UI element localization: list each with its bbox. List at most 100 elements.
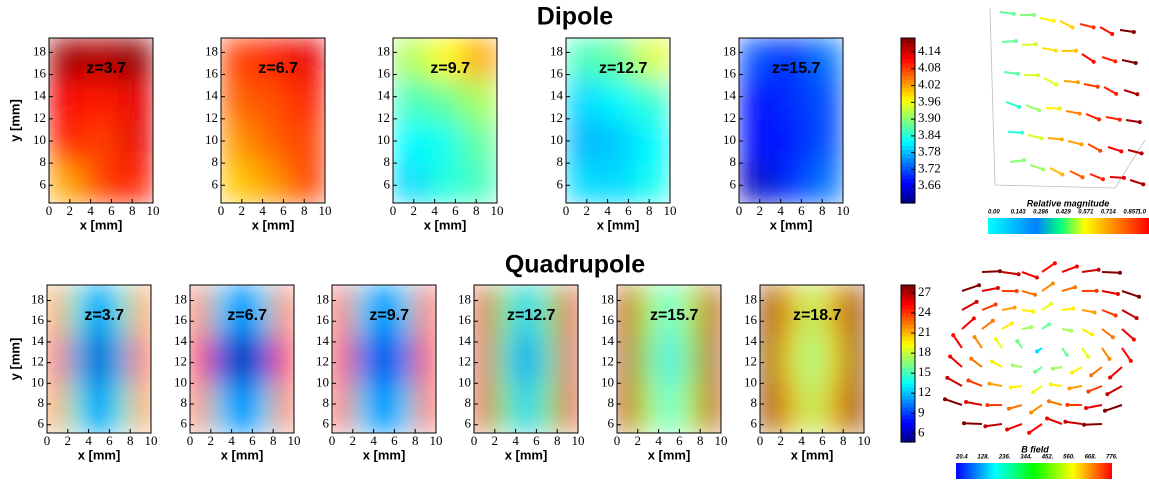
vector-arrow xyxy=(1105,116,1120,121)
heatmap-cell xyxy=(118,161,154,204)
heatmap xyxy=(739,38,844,204)
heatmap-cell xyxy=(700,285,722,335)
y-tick-label: 14 xyxy=(377,88,391,103)
heatmap-cell xyxy=(252,285,274,335)
colorbar-step xyxy=(901,91,915,97)
y-tick-label: 16 xyxy=(205,66,219,81)
colorbar-step xyxy=(901,170,915,175)
colorbar-step xyxy=(901,108,915,113)
heatmap-cell xyxy=(822,383,844,434)
colorbar-step xyxy=(901,296,915,302)
heatmap-cell xyxy=(822,285,844,335)
colorbar-step xyxy=(901,379,915,384)
heatmap-cell xyxy=(67,285,90,335)
vector-arrow-head xyxy=(948,354,953,359)
y-tick-label: 12 xyxy=(174,354,187,369)
heatmap-cell xyxy=(679,285,701,335)
vector-arrow xyxy=(1121,59,1136,64)
vector-arrow xyxy=(968,379,983,387)
vector-arrow-head xyxy=(1051,18,1056,23)
colorbar-tick-label: 15 xyxy=(918,364,931,379)
colorbar-label: Relative magnitude xyxy=(1027,198,1110,208)
y-tick-label: 12 xyxy=(31,354,44,369)
heatmap-cell xyxy=(773,38,809,80)
vector-arrow-head xyxy=(1064,352,1069,357)
vector-arrow-head xyxy=(969,356,974,361)
y-tick-label: 14 xyxy=(601,333,615,348)
vector-arrow xyxy=(973,336,983,349)
colorbar-step xyxy=(901,438,915,443)
vector-arrow-head xyxy=(1077,111,1082,116)
vector-arrow xyxy=(1121,328,1135,341)
x-tick-label: 0 xyxy=(757,433,764,448)
colorbar-step xyxy=(901,161,915,167)
x-tick-label: 8 xyxy=(129,203,136,218)
vector-arrow xyxy=(1061,286,1076,292)
colorbar-step xyxy=(901,42,915,47)
x-tick-label: 2 xyxy=(635,433,642,448)
vector-arrow xyxy=(985,423,1003,428)
colorbar-step xyxy=(901,363,915,369)
vector-arrow-head xyxy=(1089,332,1094,337)
heatmap-cell xyxy=(600,38,636,80)
y-tick-label: 16 xyxy=(33,66,47,81)
colorbar-step xyxy=(901,422,915,427)
vector-arrow xyxy=(1067,140,1082,146)
vector-arrow-head xyxy=(1008,385,1013,390)
y-tick-label: 6 xyxy=(40,176,47,191)
colorbar-step xyxy=(901,178,915,183)
colorbar-step xyxy=(901,418,915,423)
x-tick-label: 6 xyxy=(452,203,459,218)
vector-arrow-head xyxy=(993,302,998,307)
vector-arrow-head xyxy=(1079,142,1084,147)
y-tick-label: 8 xyxy=(323,395,330,410)
heatmap-cell xyxy=(780,285,803,335)
vector-arrow xyxy=(1106,385,1123,396)
heatmap-cell xyxy=(394,383,416,434)
x-tick-label: 8 xyxy=(473,203,480,218)
vector-arrow xyxy=(1101,347,1111,360)
heatmap-cell xyxy=(273,334,295,385)
heatmap-cell xyxy=(494,285,517,335)
vector-arrow xyxy=(1065,110,1080,115)
vector-arrow xyxy=(961,300,978,311)
heatmap-cell xyxy=(658,334,680,385)
vector-arrow-head xyxy=(1046,322,1051,327)
colorbar-tick-label: 6 xyxy=(918,424,925,439)
plot-frame xyxy=(46,284,152,434)
colorbar-tick-label: 3.78 xyxy=(918,144,941,159)
heatmap-cell xyxy=(255,161,291,204)
heatmap-cell xyxy=(637,334,660,385)
heatmap-cell xyxy=(427,38,463,80)
vector-arrow xyxy=(1030,404,1043,414)
colorbar-tick-label: 3.84 xyxy=(918,127,941,142)
vector-arrow xyxy=(1101,290,1119,295)
vector-arrow-head xyxy=(1070,370,1075,375)
heatmap-cell xyxy=(210,383,233,434)
colorbar-step xyxy=(901,104,915,109)
colorbar-tick-label: 1.0 xyxy=(1138,210,1147,216)
vector-arrow xyxy=(1129,179,1144,186)
x-tick-label: 0 xyxy=(390,203,397,218)
heatmap xyxy=(617,285,722,434)
heatmap-cell xyxy=(190,285,212,335)
colorbar-tick-label: 21 xyxy=(918,324,931,339)
vector-arrow-head xyxy=(1048,382,1053,387)
vector-arrow-head xyxy=(1082,422,1087,427)
heatmap-cell xyxy=(332,285,354,335)
x-axis-label: x [mm] xyxy=(221,447,264,462)
colorbar-tick-label: 9 xyxy=(918,404,925,419)
heatmap-cell xyxy=(83,120,119,163)
vector-arrow-head xyxy=(990,318,995,323)
heatmap-cell xyxy=(566,38,602,80)
y-tick-label: 10 xyxy=(174,374,187,389)
vector-arrow xyxy=(1103,86,1117,95)
colorbar-tick-label: 776. xyxy=(1106,455,1118,461)
vector-arrow xyxy=(1123,89,1138,96)
vector-arrow-head xyxy=(1114,91,1119,96)
heatmap-cell xyxy=(393,79,429,121)
colorbar-step xyxy=(901,367,915,372)
vector-arrow xyxy=(1089,173,1104,181)
x-tick-label: 0 xyxy=(218,203,225,218)
heatmap-cell xyxy=(658,383,680,434)
